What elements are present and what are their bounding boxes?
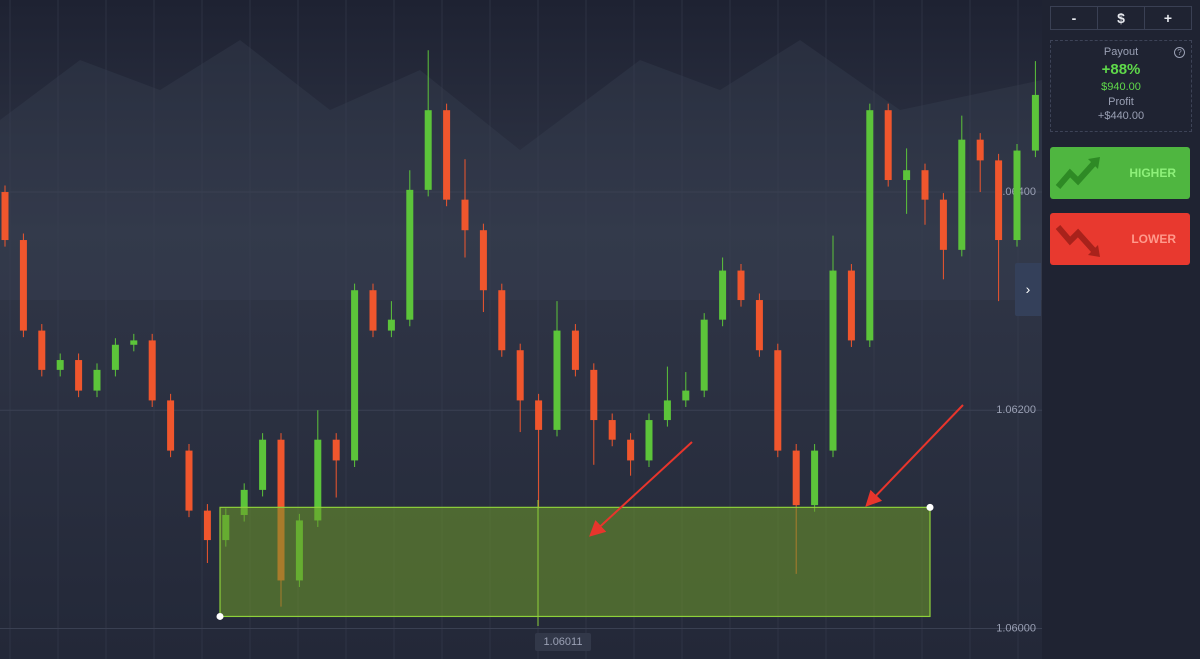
candle-body bbox=[774, 350, 782, 451]
candle-body bbox=[1, 192, 9, 241]
candle-body bbox=[995, 160, 1003, 241]
candle-body bbox=[811, 450, 819, 506]
candle-body bbox=[387, 319, 395, 331]
candle-body bbox=[792, 450, 800, 506]
candle-body bbox=[167, 400, 175, 451]
candle-body bbox=[332, 439, 340, 461]
currency-button[interactable]: $ bbox=[1098, 7, 1145, 29]
y-tick-label: 1.06000 bbox=[996, 622, 1036, 634]
sidebar: - $ + ? Payout +88% $940.00 Profit +$440… bbox=[1042, 0, 1200, 659]
plus-button[interactable]: + bbox=[1163, 10, 1173, 26]
candle-body bbox=[976, 139, 984, 161]
candle-body bbox=[755, 300, 763, 351]
candle-body bbox=[571, 330, 579, 370]
arrow bbox=[865, 404, 964, 507]
crosshair-label: 1.06011 bbox=[544, 636, 583, 648]
zone-handle bbox=[926, 503, 934, 511]
candle-body bbox=[903, 170, 911, 181]
minus-button[interactable]: - bbox=[1051, 7, 1098, 29]
candle-body bbox=[535, 400, 543, 430]
up-icon bbox=[1055, 157, 1100, 189]
candle-body bbox=[19, 240, 27, 331]
candle-body bbox=[1031, 94, 1039, 151]
candle-body bbox=[884, 110, 892, 181]
candle-body bbox=[682, 390, 690, 401]
candle-body bbox=[590, 369, 598, 421]
candle-body bbox=[553, 330, 561, 430]
y-tick-label: 1.06200 bbox=[996, 404, 1036, 416]
lower-button[interactable]: LOWER bbox=[1050, 213, 1190, 265]
candle-body bbox=[185, 450, 193, 511]
candle-body bbox=[921, 170, 929, 200]
candle-body bbox=[847, 270, 855, 341]
amount-buttons: - $ + bbox=[1050, 6, 1192, 30]
profit-amount: +$440.00 bbox=[1097, 110, 1145, 122]
candle-body bbox=[369, 290, 377, 331]
profit-label: Profit bbox=[1108, 96, 1134, 108]
candle-body bbox=[958, 139, 966, 250]
help-icon[interactable]: ? bbox=[1174, 47, 1185, 58]
arrow bbox=[589, 441, 693, 537]
candle-body bbox=[645, 420, 653, 461]
candle-body bbox=[351, 290, 359, 461]
candle-body bbox=[314, 439, 322, 521]
candle-body bbox=[663, 400, 671, 421]
candle-body bbox=[259, 439, 267, 490]
payout-amount: $940.00 bbox=[1101, 81, 1141, 93]
lower-label: LOWER bbox=[1131, 232, 1176, 246]
crosshair-label-box bbox=[535, 633, 591, 651]
payout-percent: +88% bbox=[1101, 61, 1141, 78]
candle-body bbox=[829, 270, 837, 451]
candle-body bbox=[939, 199, 947, 250]
higher-button[interactable]: HIGHER bbox=[1050, 147, 1190, 199]
candle-body bbox=[719, 270, 727, 320]
candle-body bbox=[38, 330, 46, 370]
support-zone bbox=[219, 506, 931, 618]
candle-body bbox=[443, 110, 451, 200]
candle-body bbox=[461, 199, 469, 231]
payout-label: Payout bbox=[1103, 46, 1139, 58]
candle-body bbox=[498, 290, 506, 351]
candle-body bbox=[203, 510, 211, 541]
candle-body bbox=[75, 360, 83, 391]
mountain-backdrop bbox=[0, 40, 1042, 300]
candle-body bbox=[627, 439, 635, 461]
candle-body bbox=[406, 189, 414, 320]
candle-body bbox=[93, 369, 101, 391]
candle-body bbox=[737, 270, 745, 301]
overlay: 1.06011 bbox=[216, 500, 934, 651]
candle-body bbox=[148, 340, 156, 401]
zone-handle bbox=[216, 612, 224, 620]
candle-body bbox=[424, 110, 432, 190]
candle-body bbox=[56, 360, 64, 370]
candle-body bbox=[866, 110, 874, 341]
candle-body bbox=[608, 420, 616, 440]
candle-body bbox=[700, 319, 708, 391]
expand-button[interactable]: › bbox=[1015, 263, 1041, 316]
candle-body bbox=[479, 230, 487, 291]
candle-body bbox=[1013, 150, 1021, 241]
down-icon bbox=[1055, 225, 1100, 257]
payout-box: ? Payout +88% $940.00 Profit +$440.00 bbox=[1050, 40, 1192, 132]
higher-label: HIGHER bbox=[1129, 166, 1176, 180]
candle-body bbox=[240, 489, 248, 515]
candle-body bbox=[516, 350, 524, 401]
candles bbox=[1, 50, 1039, 607]
candle-body bbox=[130, 340, 138, 345]
candle-body bbox=[111, 344, 119, 370]
